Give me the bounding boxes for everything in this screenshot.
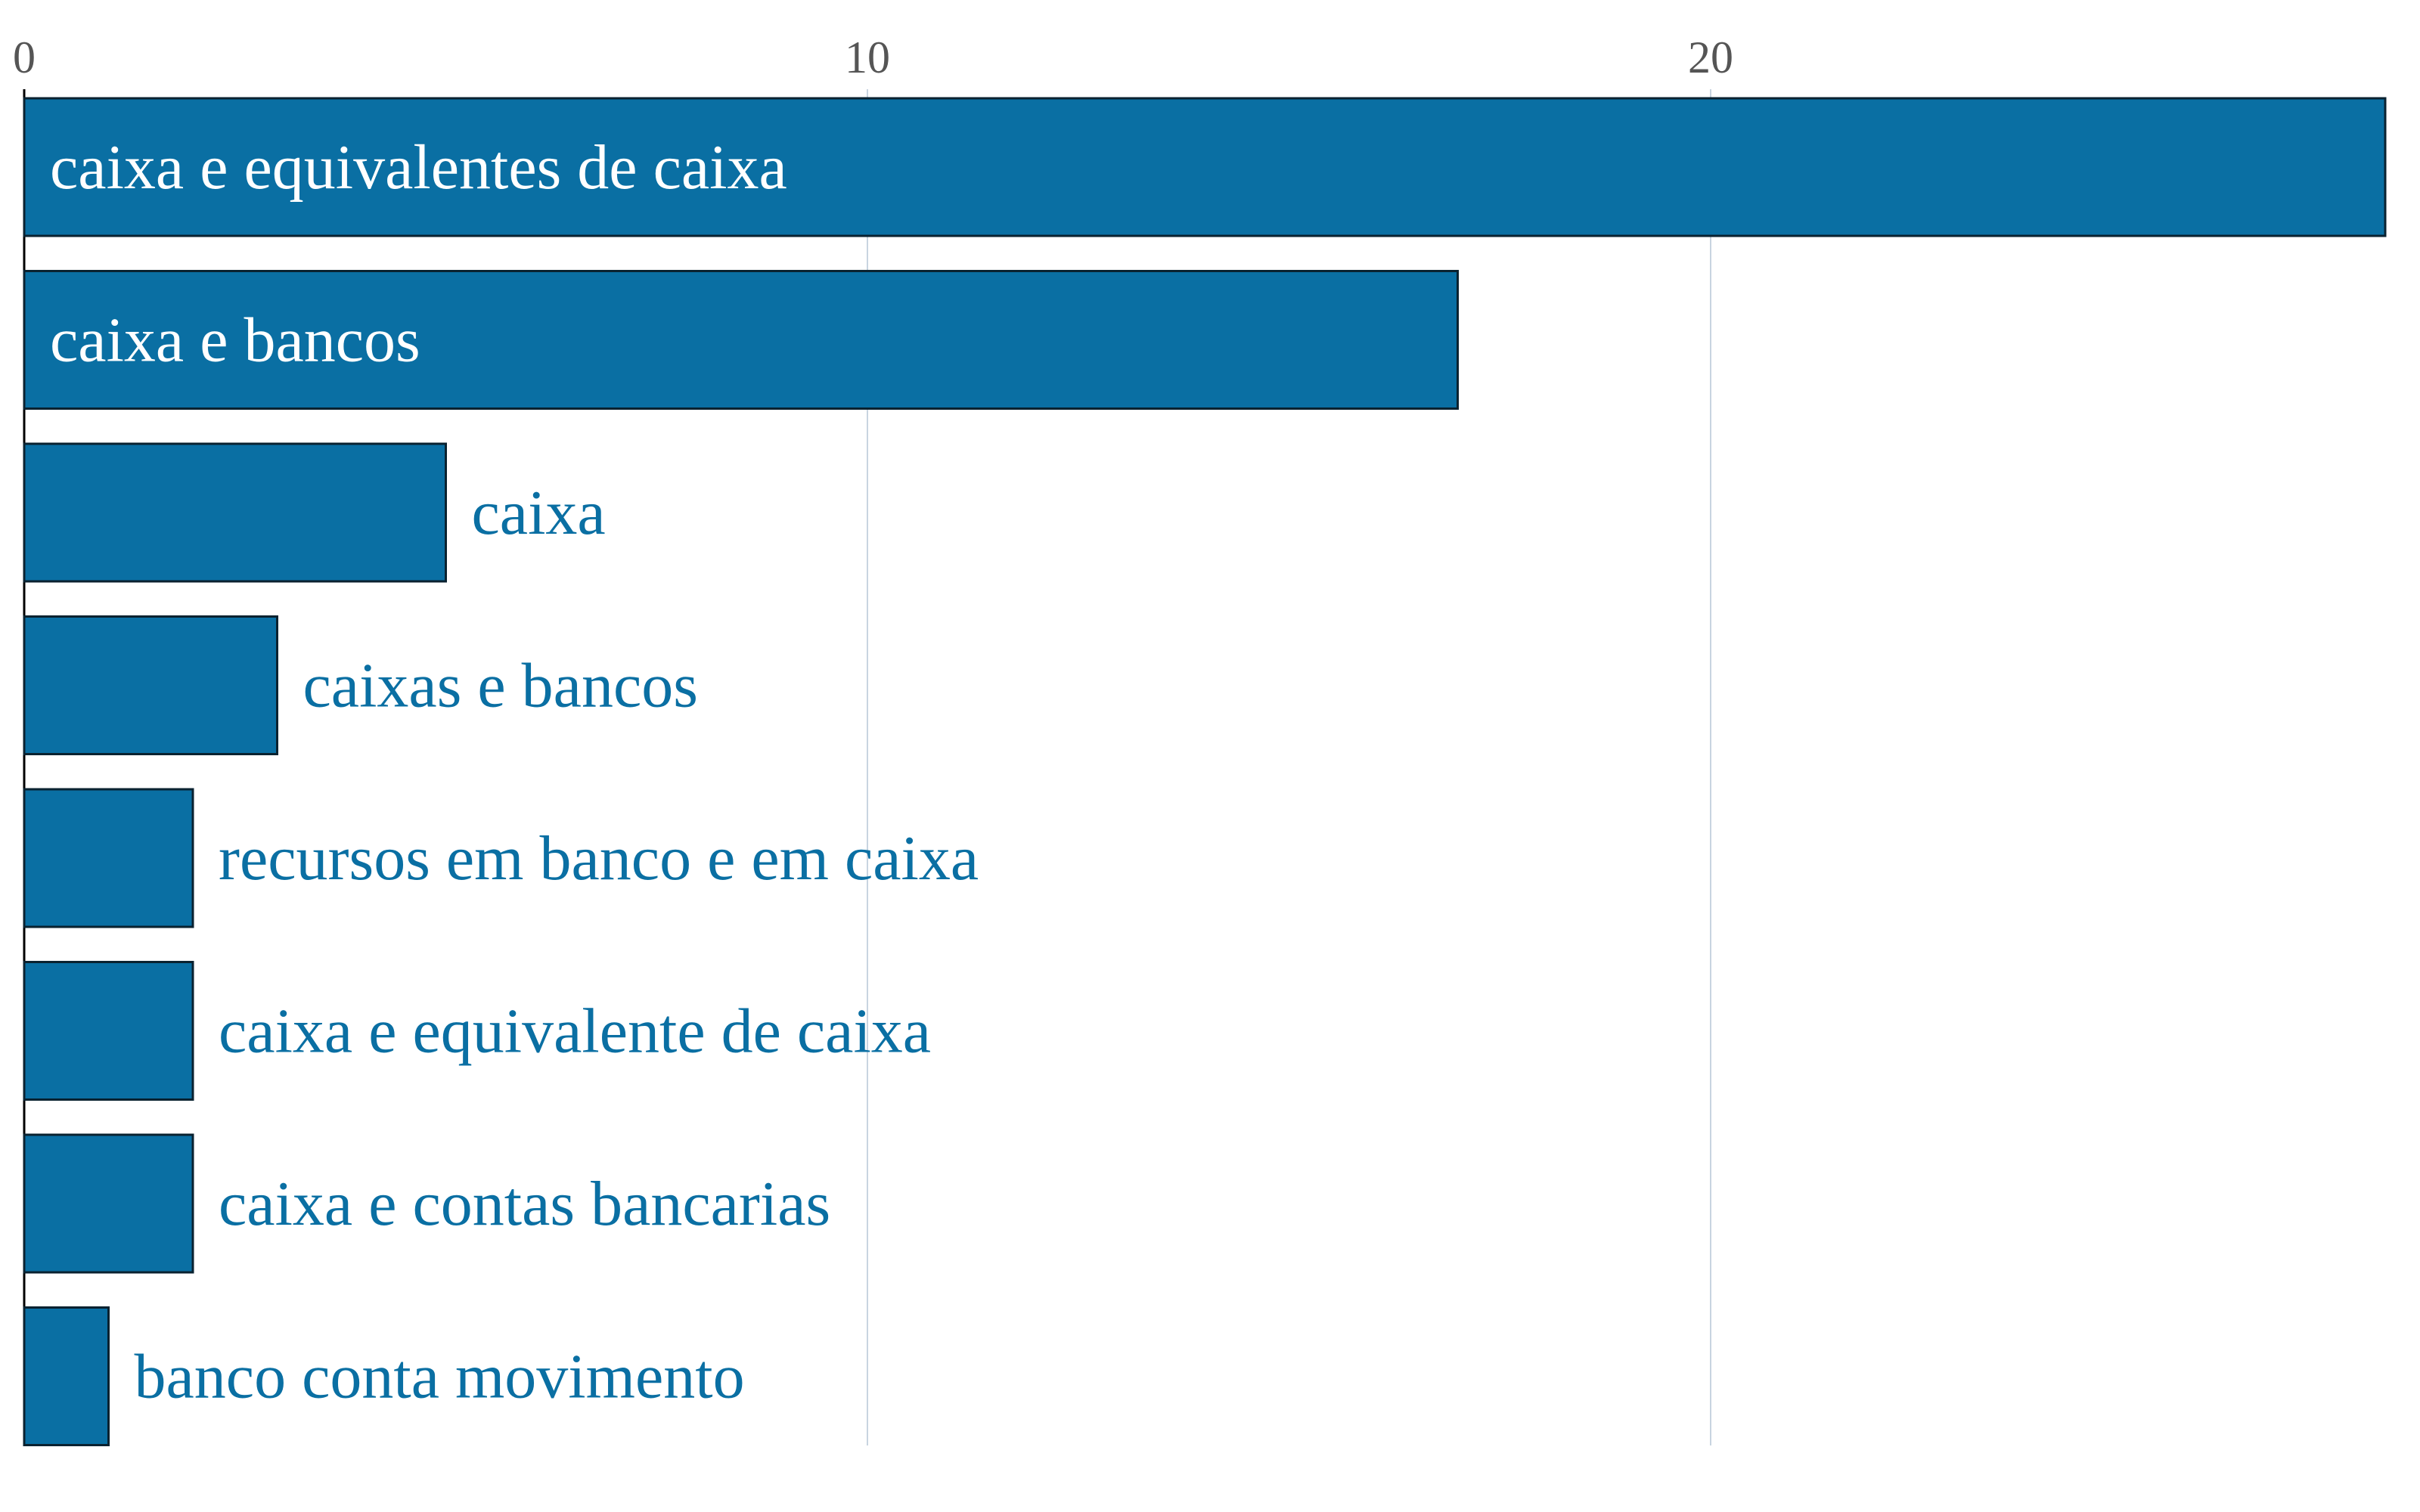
bar-label: caixa e equivalente de caixa <box>219 996 931 1067</box>
bar-label: recursos em banco e em caixa <box>219 823 979 894</box>
bar-labels: caixa e equivalentes de caixa caixa e ban… <box>50 132 979 1412</box>
bar-label: caixa e bancos <box>50 305 420 376</box>
bars <box>23 97 2387 1446</box>
bar <box>23 1133 194 1274</box>
bar-label: caixa e contas bancarias <box>219 1169 830 1239</box>
bar-label: caixa <box>472 478 606 548</box>
x-tick-label: 10 <box>845 33 890 82</box>
bar <box>23 270 1459 410</box>
bar-label: banco conta movimento <box>135 1342 745 1412</box>
bar <box>23 615 278 755</box>
bar-label: caixa e equivalentes de caixa <box>50 132 787 203</box>
x-tick-label: 20 <box>1688 33 1733 82</box>
bar <box>23 442 447 583</box>
bar <box>23 788 194 928</box>
bar-label: caixas e bancos <box>303 651 698 721</box>
bar <box>23 97 2387 237</box>
bar <box>23 961 194 1101</box>
x-tick-label: 0 <box>13 33 36 82</box>
bar <box>23 1306 110 1446</box>
x-axis-ticks: 0 10 20 <box>13 33 1733 82</box>
